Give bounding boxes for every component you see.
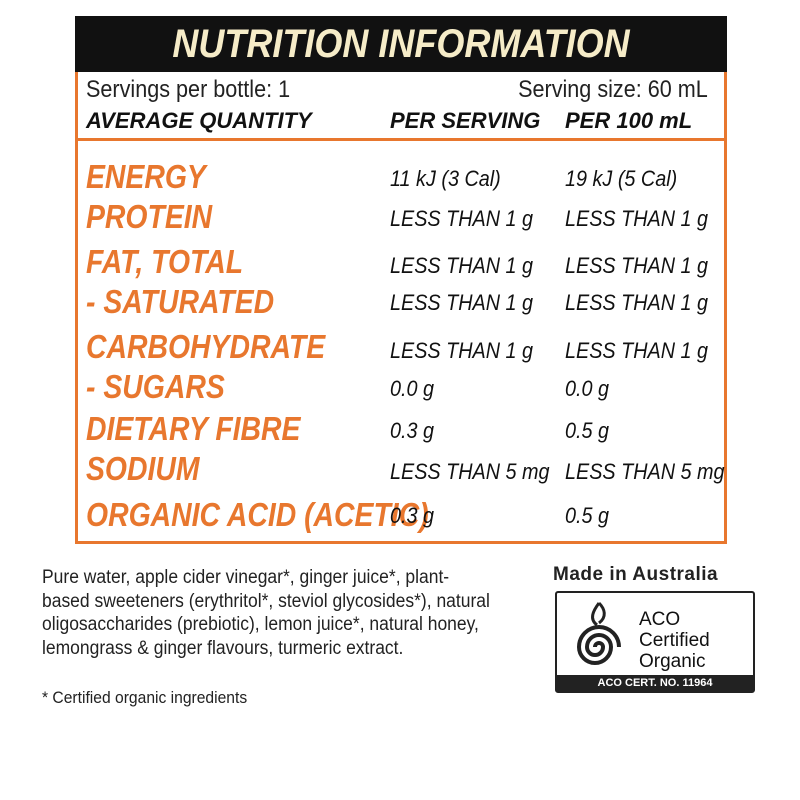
column-header-quantity: AVERAGE QUANTITY [86,108,312,133]
ingredients-line: based sweeteners (erythritol*, steviol g… [42,590,490,612]
aco-line: ACO [639,609,681,630]
nutrient-name: PROTEIN [86,198,213,235]
aco-certified-line: Certified [639,630,710,651]
servings-per-bottle: Servings per bottle: 1 [86,76,291,103]
ingredients-line: lemongrass & ginger flavours, turmeric e… [42,637,404,659]
organic-footnote: * Certified organic ingredients [42,688,248,707]
per-100-value: 19 kJ (5 Cal) [565,166,678,191]
per-100-value: 0.0 g [565,376,610,401]
nutrition-title: NUTRITION INFORMATION [172,21,630,66]
per-serving-value: 0.3 g [390,418,435,443]
nutrient-name: DIETARY FIBRE [86,410,301,447]
nutrient-name: - SUGARS [86,368,225,405]
nutrition-header: NUTRITION INFORMATION [75,16,727,72]
aco-certified-badge: ACO Certified Organic ACO CERT. NO. 1196… [555,591,755,693]
per-serving-value: 0.0 g [390,376,435,401]
aco-badge-text: ACO Certified Organic [639,609,710,672]
nutrient-name: ENERGY [86,158,206,195]
per-100-value: 0.5 g [565,418,610,443]
per-100-value: LESS THAN 1 g [565,206,709,231]
per-100-value: 0.5 g [565,503,610,528]
per-100-value: LESS THAN 1 g [565,290,709,315]
aco-cert-number: ACO CERT. NO. 11964 [557,675,753,691]
ingredients-line: oligosaccharides (prebiotic), lemon juic… [42,614,479,635]
made-in-label: Made in Australia [553,564,719,585]
nutrition-panel [75,16,727,544]
ingredients-line: Pure water, apple cider vinegar*, ginger… [42,567,450,588]
nutrient-name: SODIUM [86,450,200,487]
header-divider [78,138,724,141]
per-serving-value: LESS THAN 1 g [390,253,534,278]
ingredients-list: Pure water, apple cider vinegar*, ginger… [42,566,502,660]
nutrient-name: - SATURATED [86,283,275,320]
serving-size: Serving size: 60 mL [518,76,708,103]
per-100-value: LESS THAN 1 g [565,338,709,363]
aco-organic-line: Organic [639,651,706,672]
per-serving-value: 11 kJ (3 Cal) [390,166,501,191]
nutrient-name: CARBOHYDRATE [86,328,326,365]
column-header-per-serving: PER SERVING [390,108,541,133]
per-serving-value: LESS THAN 5 mg [390,459,550,484]
nutrient-name: ORGANIC ACID (ACETIC) [86,496,429,533]
per-serving-value: LESS THAN 1 g [390,290,534,315]
nutrient-name: FAT, TOTAL [86,243,244,280]
per-serving-value: LESS THAN 1 g [390,338,534,363]
per-100-value: LESS THAN 5 mg [565,459,725,484]
per-100-value: LESS THAN 1 g [565,253,709,278]
aco-swirl-logo-icon [576,601,621,665]
serving-info: Servings per bottle: 1 Serving size: 60 … [86,76,708,106]
per-serving-value: LESS THAN 1 g [390,206,534,231]
column-header-per-100: PER 100 mL [565,108,693,133]
per-serving-value: 0.3 g [390,503,435,528]
